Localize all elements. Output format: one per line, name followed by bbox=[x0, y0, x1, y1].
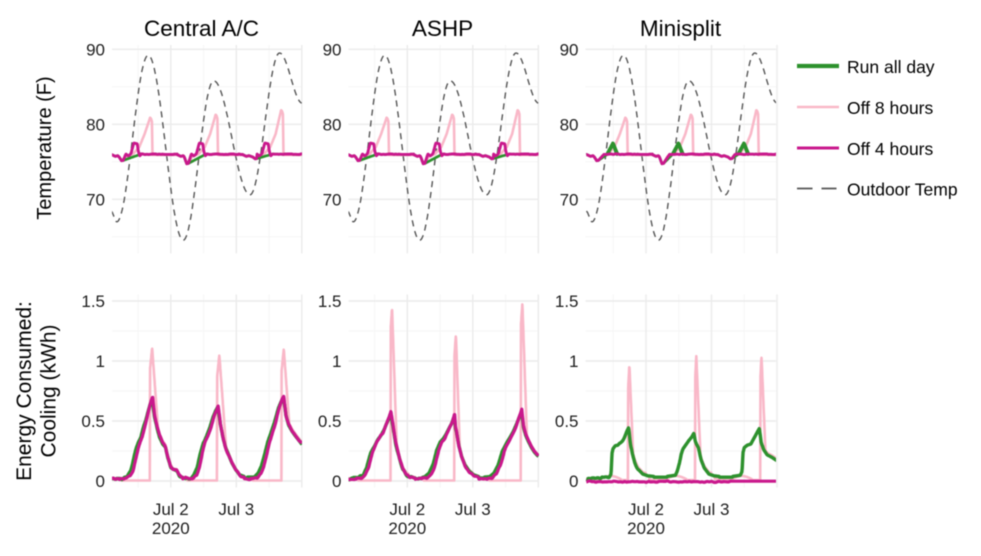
svg-text:1: 1 bbox=[332, 352, 341, 371]
svg-text:90: 90 bbox=[560, 40, 579, 59]
svg-text:70: 70 bbox=[560, 190, 579, 209]
svg-text:Off 8 hours: Off 8 hours bbox=[847, 98, 934, 118]
svg-text:0.5: 0.5 bbox=[318, 412, 342, 431]
svg-text:Off 4 hours: Off 4 hours bbox=[847, 139, 934, 159]
svg-text:Run all day: Run all day bbox=[847, 57, 935, 77]
svg-text:Minisplit: Minisplit bbox=[640, 16, 722, 41]
svg-text:0: 0 bbox=[96, 472, 105, 491]
svg-text:Jul 3: Jul 3 bbox=[218, 500, 254, 519]
svg-text:Central A/C: Central A/C bbox=[144, 16, 259, 41]
svg-text:Jul 2: Jul 2 bbox=[153, 500, 189, 519]
svg-text:Cooling (kWh): Cooling (kWh) bbox=[38, 324, 61, 457]
svg-text:1: 1 bbox=[96, 352, 105, 371]
svg-text:1.5: 1.5 bbox=[318, 292, 342, 311]
svg-text:1.5: 1.5 bbox=[81, 292, 105, 311]
svg-text:0.5: 0.5 bbox=[81, 412, 105, 431]
svg-text:Jul 2: Jul 2 bbox=[628, 500, 664, 519]
svg-text:80: 80 bbox=[323, 115, 342, 134]
svg-text:0: 0 bbox=[332, 472, 341, 491]
svg-text:0.5: 0.5 bbox=[555, 412, 579, 431]
svg-text:1: 1 bbox=[569, 352, 578, 371]
svg-text:90: 90 bbox=[86, 40, 105, 59]
svg-text:80: 80 bbox=[560, 115, 579, 134]
svg-text:90: 90 bbox=[323, 40, 342, 59]
svg-text:Temperature (F): Temperature (F) bbox=[34, 76, 56, 219]
svg-text:70: 70 bbox=[86, 190, 105, 209]
svg-text:Energy Consumed:: Energy Consumed: bbox=[13, 301, 36, 481]
svg-text:Outdoor Temp: Outdoor Temp bbox=[847, 180, 958, 200]
svg-text:Jul 3: Jul 3 bbox=[455, 500, 491, 519]
svg-text:0: 0 bbox=[569, 472, 578, 491]
svg-text:1.5: 1.5 bbox=[555, 292, 579, 311]
svg-text:ASHP: ASHP bbox=[412, 16, 473, 41]
svg-text:2020: 2020 bbox=[152, 519, 190, 538]
svg-text:2020: 2020 bbox=[388, 519, 426, 538]
svg-text:80: 80 bbox=[86, 115, 105, 134]
svg-text:70: 70 bbox=[323, 190, 342, 209]
svg-text:2020: 2020 bbox=[627, 519, 665, 538]
svg-text:Jul 3: Jul 3 bbox=[694, 500, 730, 519]
svg-text:Jul 2: Jul 2 bbox=[389, 500, 425, 519]
